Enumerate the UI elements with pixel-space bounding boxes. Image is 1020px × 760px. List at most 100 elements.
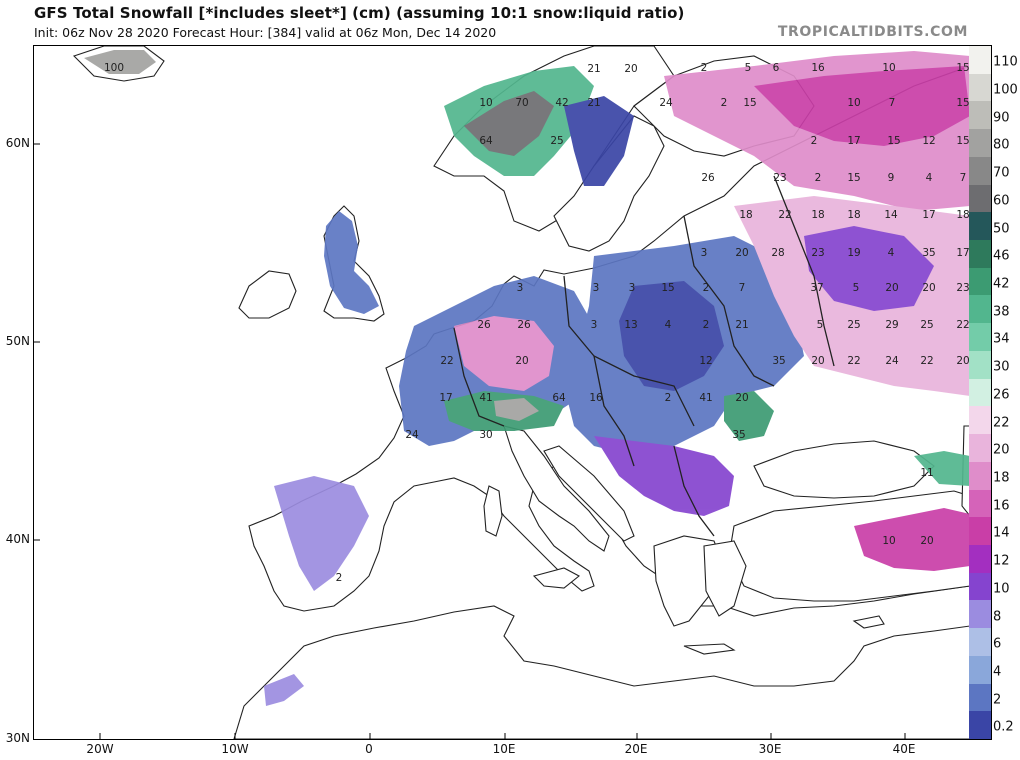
- lat-label-60n: 60N: [5, 136, 30, 150]
- snow-band-violet: [804, 226, 934, 311]
- land-italy: [503, 425, 610, 552]
- snowfall-value: 21: [587, 63, 600, 75]
- black-sea: [753, 440, 935, 499]
- border-2: [683, 215, 775, 387]
- snowfall-value: 25: [550, 135, 563, 147]
- snowfall-value: 2: [336, 572, 343, 584]
- snow-band-scand-blue: [564, 96, 634, 186]
- colorbar-label: 12: [993, 553, 1010, 569]
- colorbar-label: 8: [993, 609, 1002, 625]
- snow-band-alps-grey: [494, 398, 539, 421]
- lat-label-50n: 50N: [5, 334, 30, 348]
- land-north-africa: [233, 605, 970, 739]
- snowfall-value: 24: [885, 355, 899, 367]
- snowfall-value: 17: [847, 135, 860, 147]
- snow-band-scand-grey: [464, 91, 554, 156]
- snowfall-value: 16: [589, 392, 603, 404]
- snowfall-value: 9: [888, 172, 895, 184]
- snow-band-iceland: [84, 50, 156, 74]
- snowfall-value: 20: [515, 355, 528, 367]
- colorbar-swatch: [969, 489, 991, 518]
- colorbar-label: 80: [993, 137, 1010, 153]
- snowfall-value: 3: [593, 282, 600, 294]
- snowfall-value: 18: [739, 209, 752, 221]
- colorbar-swatch: [969, 323, 991, 351]
- snowfall-value: 16: [811, 62, 825, 74]
- snow-band-caucasus: [914, 451, 970, 486]
- snowfall-value: 25: [847, 319, 860, 331]
- site-watermark[interactable]: TROPICALTIDBITS.COM: [777, 24, 968, 40]
- snowfall-value: 22: [778, 209, 791, 221]
- aegean-sea: [703, 540, 747, 617]
- border-6: [673, 445, 715, 537]
- snowfall-value: 7: [889, 97, 896, 109]
- colorbar-label: 34: [993, 331, 1010, 347]
- colorbar-label: 110: [993, 54, 1018, 70]
- snowfall-value: 6: [773, 62, 780, 74]
- snowfall-value: 35: [772, 355, 785, 367]
- snowfall-value: 12: [699, 355, 712, 367]
- snowfall-value: 10: [882, 535, 895, 547]
- snowfall-value: 23: [773, 172, 786, 184]
- snowfall-value: 15: [743, 97, 756, 109]
- snowfall-value: 23: [956, 282, 969, 294]
- snowfall-value: 5: [853, 282, 860, 294]
- colorbar-label: 18: [993, 470, 1010, 486]
- snowfall-value: 3: [701, 247, 708, 259]
- snowfall-value: 64: [479, 135, 493, 147]
- colorbar-label: 16: [993, 498, 1010, 514]
- colorbar-label: 20: [993, 442, 1010, 458]
- land-ireland: [238, 270, 297, 319]
- snow-band-atlas: [264, 674, 304, 706]
- colorbar-label: 60: [993, 193, 1010, 209]
- snowfall-value: 5: [817, 319, 824, 331]
- colorbar-swatch: [969, 461, 991, 490]
- colorbar-swatch: [969, 683, 991, 712]
- snowfall-value: 24: [405, 429, 419, 441]
- colorbar-swatch: [969, 600, 991, 629]
- colorbar-label: 4: [993, 664, 1002, 680]
- snowfall-value: 20: [624, 63, 637, 75]
- colorbar-swatch: [969, 406, 991, 435]
- colorbar-swatch: [969, 267, 991, 296]
- snowfall-value: 64: [552, 392, 566, 404]
- colorbar-swatch: [969, 655, 991, 684]
- snowfall-value: 7: [739, 282, 746, 294]
- snowfall-value: 2: [703, 319, 710, 331]
- snowfall-value: 22: [847, 355, 860, 367]
- colorbar-label: 0.2: [993, 719, 1014, 735]
- snowfall-value: 42: [555, 97, 568, 109]
- lon-label-20w: 20W: [86, 742, 114, 756]
- snowfall-value: 2: [811, 135, 818, 147]
- snowfall-value: 15: [956, 62, 969, 74]
- colorbar-label: 26: [993, 387, 1010, 403]
- chart-subtitle: Init: 06z Nov 28 2020 Forecast Hour: [38…: [34, 25, 497, 40]
- colorbar: [969, 45, 992, 740]
- snowfall-value: 26: [477, 319, 491, 331]
- snowfall-value: 22: [956, 319, 969, 331]
- snow-band-balkans-green: [724, 391, 774, 441]
- snowfall-value: 20: [956, 355, 969, 367]
- snowfall-value: 24: [659, 97, 673, 109]
- land-crete: [683, 643, 736, 655]
- colorbar-label: 14: [993, 525, 1010, 541]
- snowfall-value: 10: [479, 97, 492, 109]
- snowfall-value: 3: [517, 282, 524, 294]
- snowfall-value: 15: [956, 97, 969, 109]
- chart-title: GFS Total Snowfall [*includes sleet*] (c…: [34, 4, 685, 22]
- snowfall-value: 28: [771, 247, 784, 259]
- colorbar-label: 2: [993, 692, 1002, 708]
- colorbar-swatch: [969, 378, 991, 407]
- colorbar-label: 46: [993, 248, 1010, 264]
- colorbar-swatch: [969, 434, 991, 462]
- colorbar-label: 100: [993, 82, 1018, 98]
- snowfall-value: 7: [960, 172, 967, 184]
- snow-band-balkans: [594, 436, 734, 516]
- snow-band-magenta-ne: [754, 66, 970, 146]
- snowfall-value: 20: [922, 282, 935, 294]
- snowfall-value: 4: [665, 319, 672, 331]
- snowfall-value: 35: [922, 247, 935, 259]
- snowfall-value: 20: [735, 247, 748, 259]
- adriatic-sea: [543, 445, 635, 542]
